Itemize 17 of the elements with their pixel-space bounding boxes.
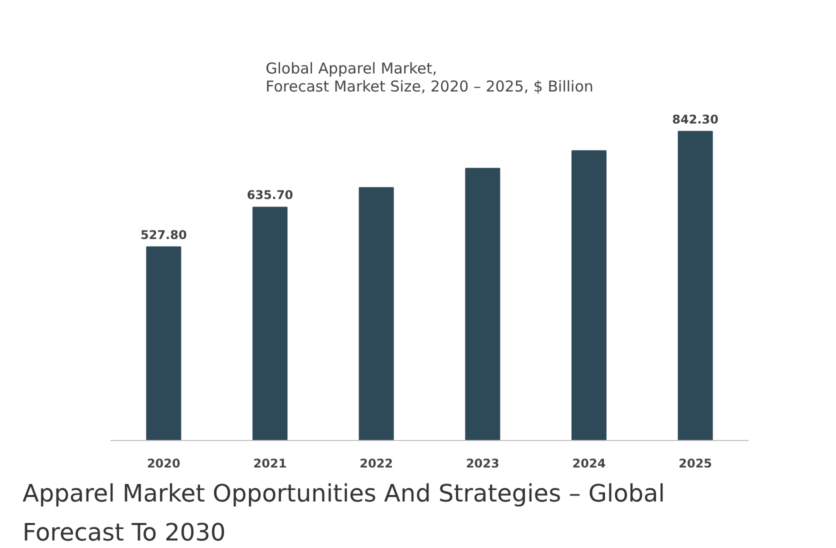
bar [252, 206, 288, 440]
bar [358, 187, 394, 440]
x-tick-label: 2024 [572, 456, 606, 470]
x-tick-label: 2025 [678, 456, 712, 470]
x-tick-label: 2020 [146, 456, 180, 470]
x-tick-label: 2023 [466, 456, 500, 470]
data-label: 842.30 [672, 112, 718, 126]
bar [146, 246, 182, 440]
bar [571, 150, 607, 440]
text: Apparel Market Opportunities And Strategies – Global Forecast To 2030 [22, 480, 665, 546]
chart-title: Global Apparel Market, Forecast Market Size, 2020 – 2025, $ Billion [266, 60, 594, 96]
data-label: 635.70 [246, 188, 294, 202]
data-label: 527.80 [140, 228, 187, 242]
x-tick-label: 2021 [253, 456, 287, 470]
bar [465, 168, 500, 440]
bar [678, 130, 713, 440]
x-tick-label: 2022 [360, 456, 394, 470]
